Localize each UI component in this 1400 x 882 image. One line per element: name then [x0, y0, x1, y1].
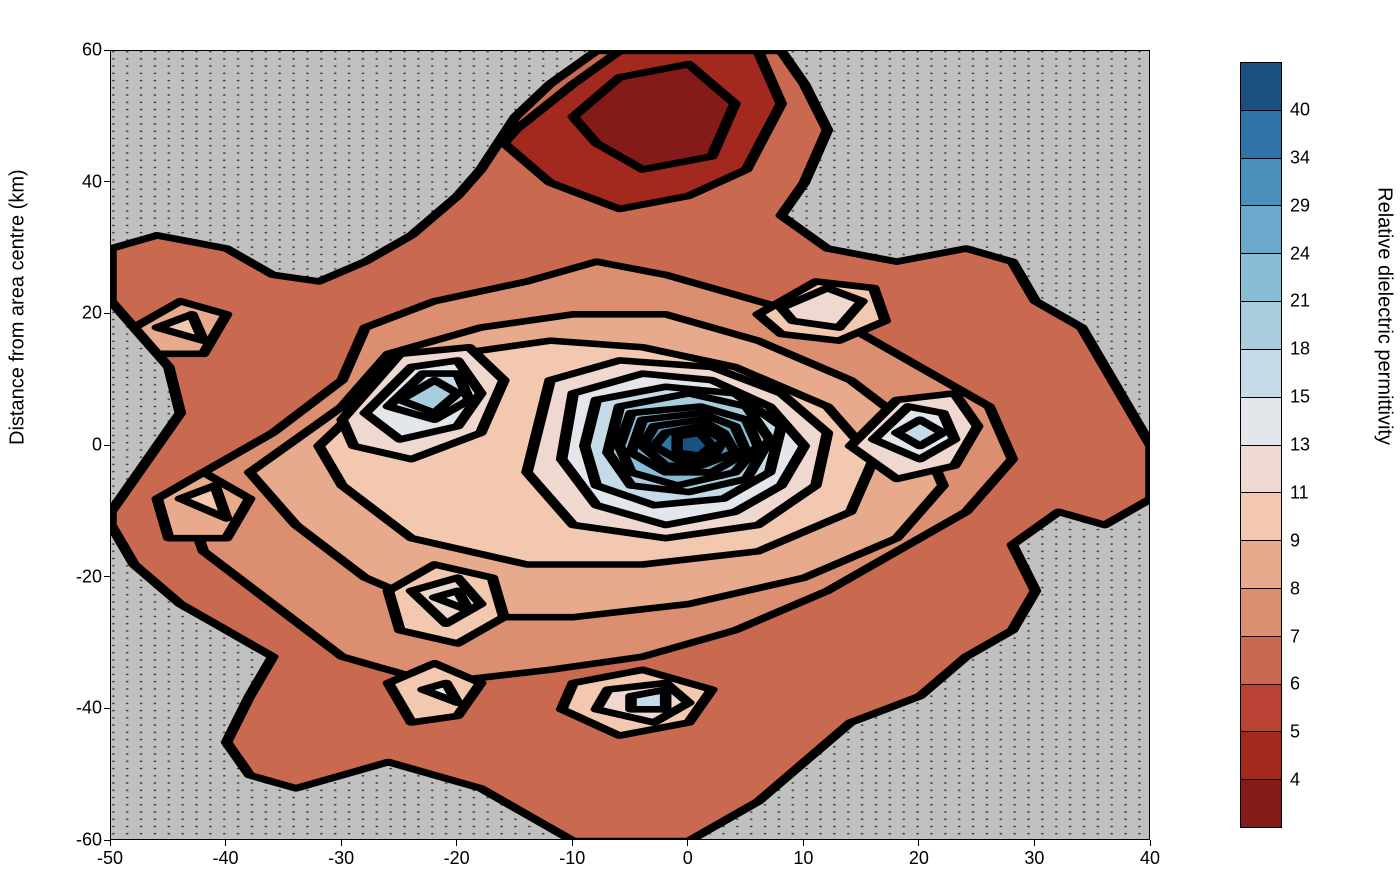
colorbar-segment — [1241, 684, 1281, 732]
x-tick-mark — [687, 840, 688, 846]
contour-lvl18-lower3 — [631, 690, 666, 710]
colorbar-label: Relative dielectric permittivity — [1373, 187, 1396, 445]
colorbar-tick-label: 21 — [1290, 291, 1310, 312]
x-tick-label: 10 — [793, 848, 813, 869]
colorbar-tick-label: 24 — [1290, 243, 1310, 264]
y-tick-label: 0 — [92, 435, 102, 456]
colorbar-segment — [1241, 588, 1281, 636]
colorbar-tick-label: 40 — [1290, 99, 1310, 120]
colorbar-tick-label: 8 — [1290, 578, 1300, 599]
colorbar-segment — [1241, 636, 1281, 684]
x-tick-mark — [1034, 840, 1035, 846]
colorbar-tick-label: 29 — [1290, 195, 1310, 216]
x-tick-label: -20 — [444, 848, 470, 869]
colorbar-segment — [1241, 301, 1281, 349]
colorbar-segment — [1241, 63, 1281, 110]
colorbar-tick-label: 13 — [1290, 435, 1310, 456]
y-tick-label: 20 — [82, 303, 102, 324]
x-tick-label: 40 — [1140, 848, 1160, 869]
colorbar-tick-label: 9 — [1290, 530, 1300, 551]
x-tick-label: -10 — [559, 848, 585, 869]
y-tick-mark — [104, 576, 110, 577]
y-tick-mark — [104, 840, 110, 841]
y-tick-label: 40 — [82, 171, 102, 192]
colorbar-segment — [1241, 158, 1281, 206]
y-tick-label: -40 — [76, 698, 102, 719]
x-tick-mark — [225, 840, 226, 846]
colorbar-tick-label: 11 — [1290, 482, 1309, 503]
x-tick-label: -30 — [328, 848, 354, 869]
colorbar-segment — [1241, 540, 1281, 588]
x-tick-mark — [803, 840, 804, 846]
colorbar-segment — [1241, 205, 1281, 253]
colorbar-segment — [1241, 779, 1281, 827]
colorbar-segment — [1241, 445, 1281, 493]
x-tick-mark — [1150, 840, 1151, 846]
colorbar-tick-label: 5 — [1290, 722, 1300, 743]
x-tick-mark — [341, 840, 342, 846]
contour-svg — [111, 51, 1150, 840]
x-tick-label: -50 — [97, 848, 123, 869]
x-tick-label: 30 — [1024, 848, 1044, 869]
y-tick-mark — [104, 708, 110, 709]
y-tick-label: -60 — [76, 830, 102, 851]
x-tick-label: 20 — [909, 848, 929, 869]
colorbar-segment — [1241, 349, 1281, 397]
colorbar-segment — [1241, 110, 1281, 158]
y-tick-mark — [104, 313, 110, 314]
x-tick-label: -40 — [213, 848, 239, 869]
x-tick-mark — [456, 840, 457, 846]
y-tick-label: 60 — [82, 40, 102, 61]
y-axis-label: Distance from area centre (km) — [7, 169, 30, 445]
x-tick-mark — [918, 840, 919, 846]
colorbar-segment — [1241, 731, 1281, 779]
y-tick-mark — [104, 50, 110, 51]
y-tick-mark — [104, 445, 110, 446]
x-tick-mark — [572, 840, 573, 846]
colorbar-tick-label: 18 — [1290, 339, 1310, 360]
colorbar-tick-label: 7 — [1290, 626, 1300, 647]
contour-lvl40-main — [677, 433, 712, 456]
colorbar-tick-label: 4 — [1290, 770, 1300, 791]
colorbar-tick-label: 6 — [1290, 674, 1300, 695]
y-tick-mark — [104, 181, 110, 182]
contour-plot-area — [110, 50, 1150, 840]
colorbar-segment — [1241, 492, 1281, 540]
x-tick-mark — [110, 840, 111, 846]
colorbar-segment — [1241, 253, 1281, 301]
colorbar — [1240, 62, 1282, 828]
colorbar-segment — [1241, 397, 1281, 445]
colorbar-tick-label: 15 — [1290, 387, 1310, 408]
colorbar-tick-label: 34 — [1290, 147, 1310, 168]
x-tick-label: 0 — [683, 848, 693, 869]
figure: Distance from area centre (km) Relative … — [0, 0, 1400, 882]
y-tick-label: -20 — [76, 566, 102, 587]
